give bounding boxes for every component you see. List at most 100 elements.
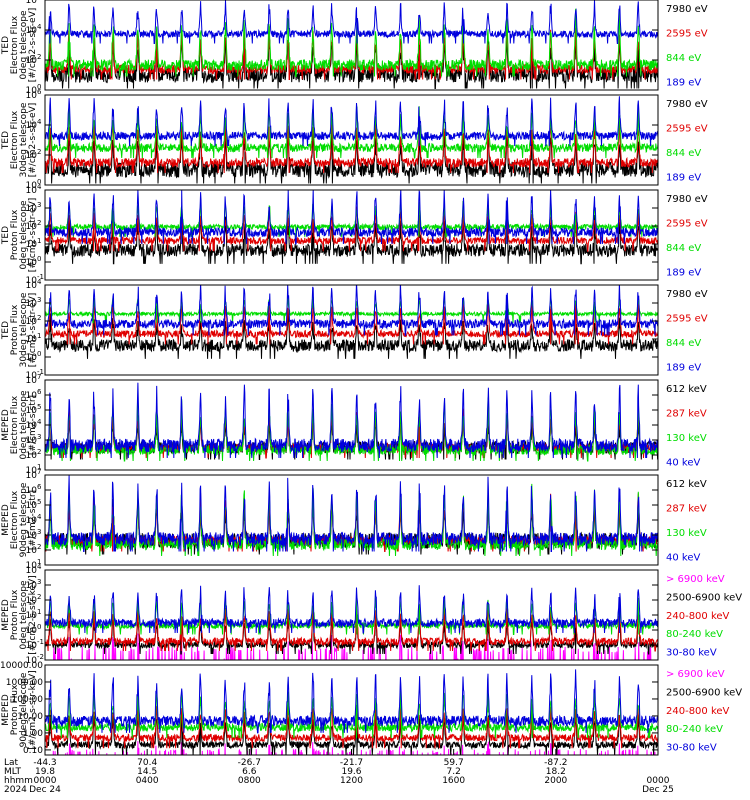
y-tick-label: 10 bbox=[26, 121, 38, 131]
series-189-ev-line bbox=[45, 285, 658, 336]
y-axis-label-line: 0deg telescope bbox=[19, 200, 29, 270]
legend-entry: 240-800 keV bbox=[666, 706, 730, 717]
y-tick-label-exponent: 0 bbox=[37, 350, 41, 358]
y-tick-label: 10 bbox=[26, 335, 38, 345]
y-tick-label-exponent: 1 bbox=[37, 332, 41, 340]
y-tick-label: 10 bbox=[26, 471, 38, 481]
y-tick-label-exponent: 4 bbox=[37, 418, 42, 426]
y-tick-label: 10 bbox=[26, 436, 38, 446]
y-axis-label-line: TED bbox=[1, 321, 11, 340]
y-tick-label: 10 bbox=[26, 0, 38, 6]
x-tick-label: 1200 bbox=[340, 776, 363, 786]
series-2595-ev-line bbox=[45, 117, 658, 174]
y-axis-label-line: MEPED bbox=[1, 694, 11, 726]
legend-entry: 844 eV bbox=[666, 243, 701, 254]
legend-entry: 612 keV bbox=[666, 384, 707, 395]
x-tick-label: 6.6 bbox=[242, 767, 257, 777]
y-tick-label-exponent: 6 bbox=[37, 388, 42, 396]
panel-1-data bbox=[45, 0, 658, 89]
x-axis-row-label: 2024 bbox=[4, 785, 27, 795]
y-tick-label: 10 bbox=[26, 204, 38, 214]
y-tick-label-exponent: 2 bbox=[37, 219, 41, 227]
y-tick-label-exponent: 0 bbox=[37, 623, 41, 631]
series-189-ev-line bbox=[45, 0, 658, 44]
y-tick-label-exponent: -1 bbox=[37, 368, 44, 376]
legend-entry: 130 keV bbox=[666, 433, 707, 444]
y-axis-label-line: 30deg telescope bbox=[19, 292, 29, 367]
y-tick-label-exponent: 3 bbox=[37, 528, 41, 536]
panel-7-data bbox=[45, 585, 658, 660]
y-tick-label-exponent: -2 bbox=[37, 653, 44, 661]
y-axis-label-line: Electron Flux bbox=[10, 395, 20, 454]
y-tick-label: 10 bbox=[26, 276, 38, 286]
y-tick-label-exponent: 2 bbox=[37, 543, 41, 551]
y-tick-label-exponent: 3 bbox=[37, 201, 41, 209]
series-7980-ev-line bbox=[45, 312, 658, 359]
series-844-ev-line bbox=[45, 296, 658, 324]
legend-entry: 189 eV bbox=[666, 78, 701, 89]
y-tick-label-exponent: 1 bbox=[37, 558, 41, 566]
legend-entry: 2500-6900 keV bbox=[666, 592, 742, 603]
x-tick-label: Dec 24 bbox=[29, 785, 61, 795]
series-2500-6900-kev-line bbox=[45, 711, 658, 755]
y-tick-label: 10 bbox=[26, 626, 38, 636]
series-2595-ev-line bbox=[45, 206, 658, 252]
legend-entry: 844 eV bbox=[666, 148, 701, 159]
y-axis-label-line: Proton Flux bbox=[10, 209, 20, 260]
y-axis-label-line: 0deg telescope bbox=[19, 10, 29, 80]
x-tick-label: -21.7 bbox=[340, 758, 363, 768]
legend-entry: 2500-6900 keV bbox=[666, 687, 742, 698]
legend-entry: 2595 eV bbox=[666, 29, 708, 40]
y-axis-label-line: Electron Flux bbox=[10, 15, 20, 74]
legend-entry: 287 keV bbox=[666, 504, 707, 515]
x-tick-label: 59.7 bbox=[444, 758, 464, 768]
y-tick-label: 10 bbox=[26, 317, 38, 327]
y-tick-label: 10 bbox=[26, 516, 38, 526]
x-tick-label: -87.2 bbox=[544, 758, 567, 768]
series-240-800-kev-line bbox=[45, 703, 658, 749]
legend-entry: 40 keV bbox=[666, 553, 700, 564]
y-axis-label-line: [#/cm2-s-str-keV] bbox=[28, 670, 38, 749]
y-axis-label-line: [#/cm2-s-str-eV] bbox=[28, 198, 38, 273]
y-tick-label: 10 bbox=[26, 531, 38, 541]
y-tick-label-exponent: 6 bbox=[37, 483, 42, 491]
y-tick-label: 10 bbox=[26, 486, 38, 496]
series-80-240-kev-line bbox=[45, 688, 658, 739]
panel-frame bbox=[44, 94, 659, 186]
x-tick-label: 19.6 bbox=[341, 767, 361, 777]
y-tick-label: 10 bbox=[26, 26, 38, 36]
x-tick-label: -26.7 bbox=[238, 758, 261, 768]
y-axis-label-line: 30deg telescope bbox=[19, 102, 29, 177]
x-axis-row-label: Lat bbox=[4, 758, 19, 768]
legend-entry: 612 keV bbox=[666, 479, 707, 490]
y-tick-label: 10 bbox=[26, 376, 38, 386]
x-tick-label: 19.8 bbox=[35, 767, 55, 777]
series-189-ev-line bbox=[45, 190, 658, 245]
x-axis-row-label: hhmm bbox=[4, 776, 33, 786]
legend-entry: 7980 eV bbox=[666, 194, 708, 205]
y-tick-label-exponent: 4 bbox=[37, 118, 42, 126]
y-tick-label: 10 bbox=[26, 466, 38, 476]
panel-4-data bbox=[45, 285, 658, 359]
legend-entry: 30-80 keV bbox=[666, 648, 717, 659]
y-tick-label: 10 bbox=[26, 281, 38, 291]
legend-entry: 7980 eV bbox=[666, 289, 708, 300]
legend-entry: > 6900 keV bbox=[666, 574, 725, 585]
y-axis-label-line: [#/cm2-s-str] bbox=[28, 490, 38, 550]
series-7980-ev-line bbox=[45, 35, 658, 89]
y-axis-label-line: MEPED bbox=[1, 599, 11, 631]
legend-entry: 189 eV bbox=[666, 363, 701, 374]
y-tick-label-exponent: 1 bbox=[37, 463, 41, 471]
y-tick-label-exponent: 2 bbox=[37, 148, 41, 156]
x-tick-label: 0400 bbox=[136, 776, 159, 786]
y-tick-label-exponent: 2 bbox=[37, 448, 41, 456]
x-tick-label: 7.2 bbox=[447, 767, 461, 777]
y-axis-label-line: Electron Flux bbox=[10, 110, 20, 169]
y-tick-label: 10 bbox=[26, 596, 38, 606]
panel-8: 0.10 1.00 10.00 100.00 1000.00 10000.00 MEPED P… bbox=[0, 661, 742, 756]
x-tick-label: Dec 25 bbox=[642, 785, 674, 795]
y-tick-label-exponent: 1 bbox=[37, 237, 41, 245]
